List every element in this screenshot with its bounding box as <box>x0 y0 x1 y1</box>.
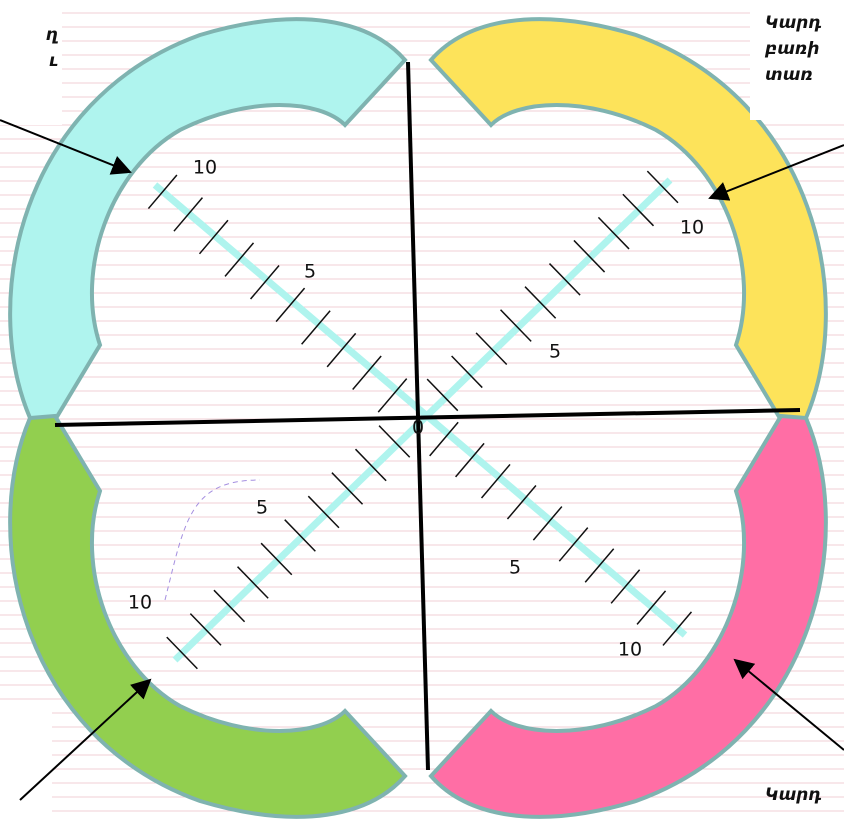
tick <box>584 548 615 583</box>
tick <box>331 472 364 505</box>
axis-label: 5 <box>549 341 561 363</box>
tick <box>237 566 269 599</box>
callout-box <box>0 705 52 823</box>
tick <box>506 485 537 520</box>
axis-label: 5 <box>304 261 316 283</box>
arrows <box>0 119 844 801</box>
callout-box <box>0 0 62 125</box>
tick <box>189 613 222 646</box>
tick <box>378 425 411 458</box>
tick <box>532 506 563 541</box>
tick <box>475 332 508 365</box>
tick <box>455 442 485 478</box>
tick <box>260 542 293 576</box>
tick <box>307 495 340 529</box>
tick <box>480 463 511 499</box>
tick <box>597 216 630 250</box>
tick <box>354 448 387 482</box>
tick <box>558 527 589 562</box>
tick <box>573 239 606 273</box>
tick <box>500 309 532 342</box>
arrow <box>733 658 844 751</box>
dashed-curve <box>164 479 261 601</box>
diagonal-line <box>172 177 673 663</box>
tick <box>377 378 408 413</box>
tick <box>326 332 357 368</box>
axis-label: 10 <box>128 592 152 614</box>
axis-label: 0 <box>412 417 424 439</box>
tick <box>636 590 667 625</box>
arrow <box>19 678 152 801</box>
tick <box>352 355 382 391</box>
tick <box>646 170 679 204</box>
tick <box>426 378 459 412</box>
tick <box>213 589 246 623</box>
tick <box>451 355 483 389</box>
tick <box>173 197 204 232</box>
axis-label: 10 <box>193 157 217 179</box>
axis-label: 5 <box>509 557 521 579</box>
tick <box>166 636 198 670</box>
axis-label: 10 <box>618 639 642 661</box>
arrow <box>708 144 844 201</box>
callout-text: տառ <box>765 65 813 85</box>
callout-text: ւ <box>49 51 58 71</box>
tick <box>662 611 693 646</box>
callout-text: Կարդ <box>765 13 822 33</box>
tick <box>301 310 331 345</box>
tick <box>284 519 316 552</box>
tick <box>198 219 229 255</box>
tick <box>610 569 641 604</box>
tick <box>429 421 459 457</box>
tick <box>622 193 655 227</box>
axis-label: 10 <box>680 217 704 239</box>
callout-text: բառի <box>764 39 820 59</box>
callout-text: Կարդ <box>765 785 822 805</box>
labels: 10 5 10 5 0 5 10 5 10 ղւ Կարդ բառի տառ Կարդ <box>46 13 822 805</box>
diagonal-line <box>152 182 688 638</box>
arrow <box>0 119 132 175</box>
tick <box>224 242 255 277</box>
callout-box <box>750 0 844 120</box>
tick <box>147 174 178 210</box>
tick <box>548 263 581 296</box>
tick <box>249 265 280 300</box>
callout-text: ղ <box>46 25 59 45</box>
axis-label: 5 <box>256 497 268 519</box>
tick <box>524 286 557 319</box>
tick <box>275 287 306 323</box>
diagonals <box>147 170 693 670</box>
horizontal-axis <box>54 408 801 427</box>
